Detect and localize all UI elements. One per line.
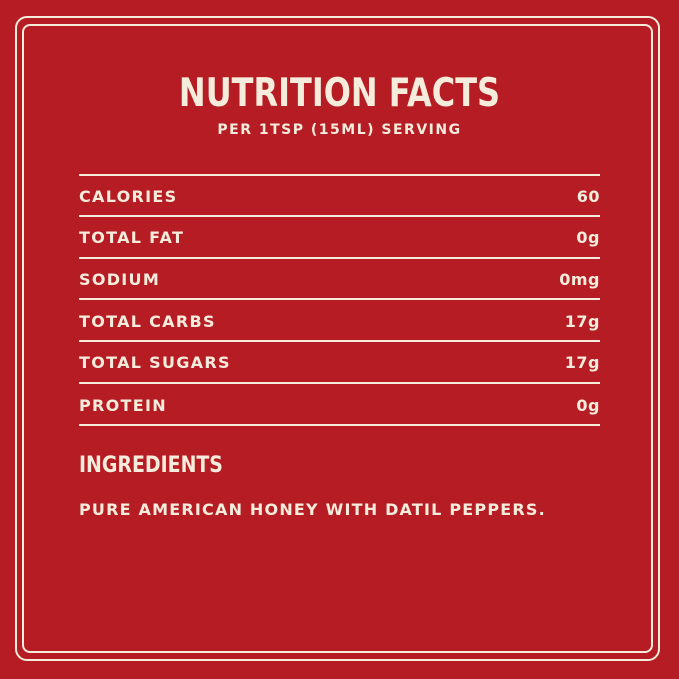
table-rule (79, 382, 600, 384)
outer-border (15, 16, 660, 661)
table-rule (79, 340, 600, 342)
row-value-total-fat: 0g (576, 228, 600, 247)
serving-size: PER 1TSP (15ML) SERVING (217, 122, 462, 138)
table-rule (79, 298, 600, 300)
table-rule (79, 257, 600, 259)
ingredients-text: PURE AMERICAN HONEY WITH DATIL PEPPERS. (79, 500, 546, 519)
table-rule (79, 174, 600, 176)
ingredients-heading: INGREDIENTS (79, 453, 223, 478)
row-value-total-carbs: 17g (564, 312, 600, 331)
row-label-total-fat: TOTAL FAT (79, 228, 185, 247)
row-label-sodium: SODIUM (79, 270, 161, 289)
row-label-calories: CALORIES (79, 187, 178, 206)
row-label-total-carbs: TOTAL CARBS (79, 312, 216, 331)
row-value-protein: 0g (576, 396, 600, 415)
table-rule (79, 215, 600, 217)
row-value-calories: 60 (576, 187, 600, 206)
nutrition-title: NUTRITION FACTS (178, 71, 501, 116)
row-label-protein: PROTEIN (79, 396, 167, 415)
inner-border (22, 24, 653, 653)
row-value-total-sugars: 17g (564, 353, 600, 372)
row-value-sodium: 0mg (559, 270, 600, 289)
table-rule (79, 424, 600, 426)
row-label-total-sugars: TOTAL SUGARS (79, 353, 231, 372)
